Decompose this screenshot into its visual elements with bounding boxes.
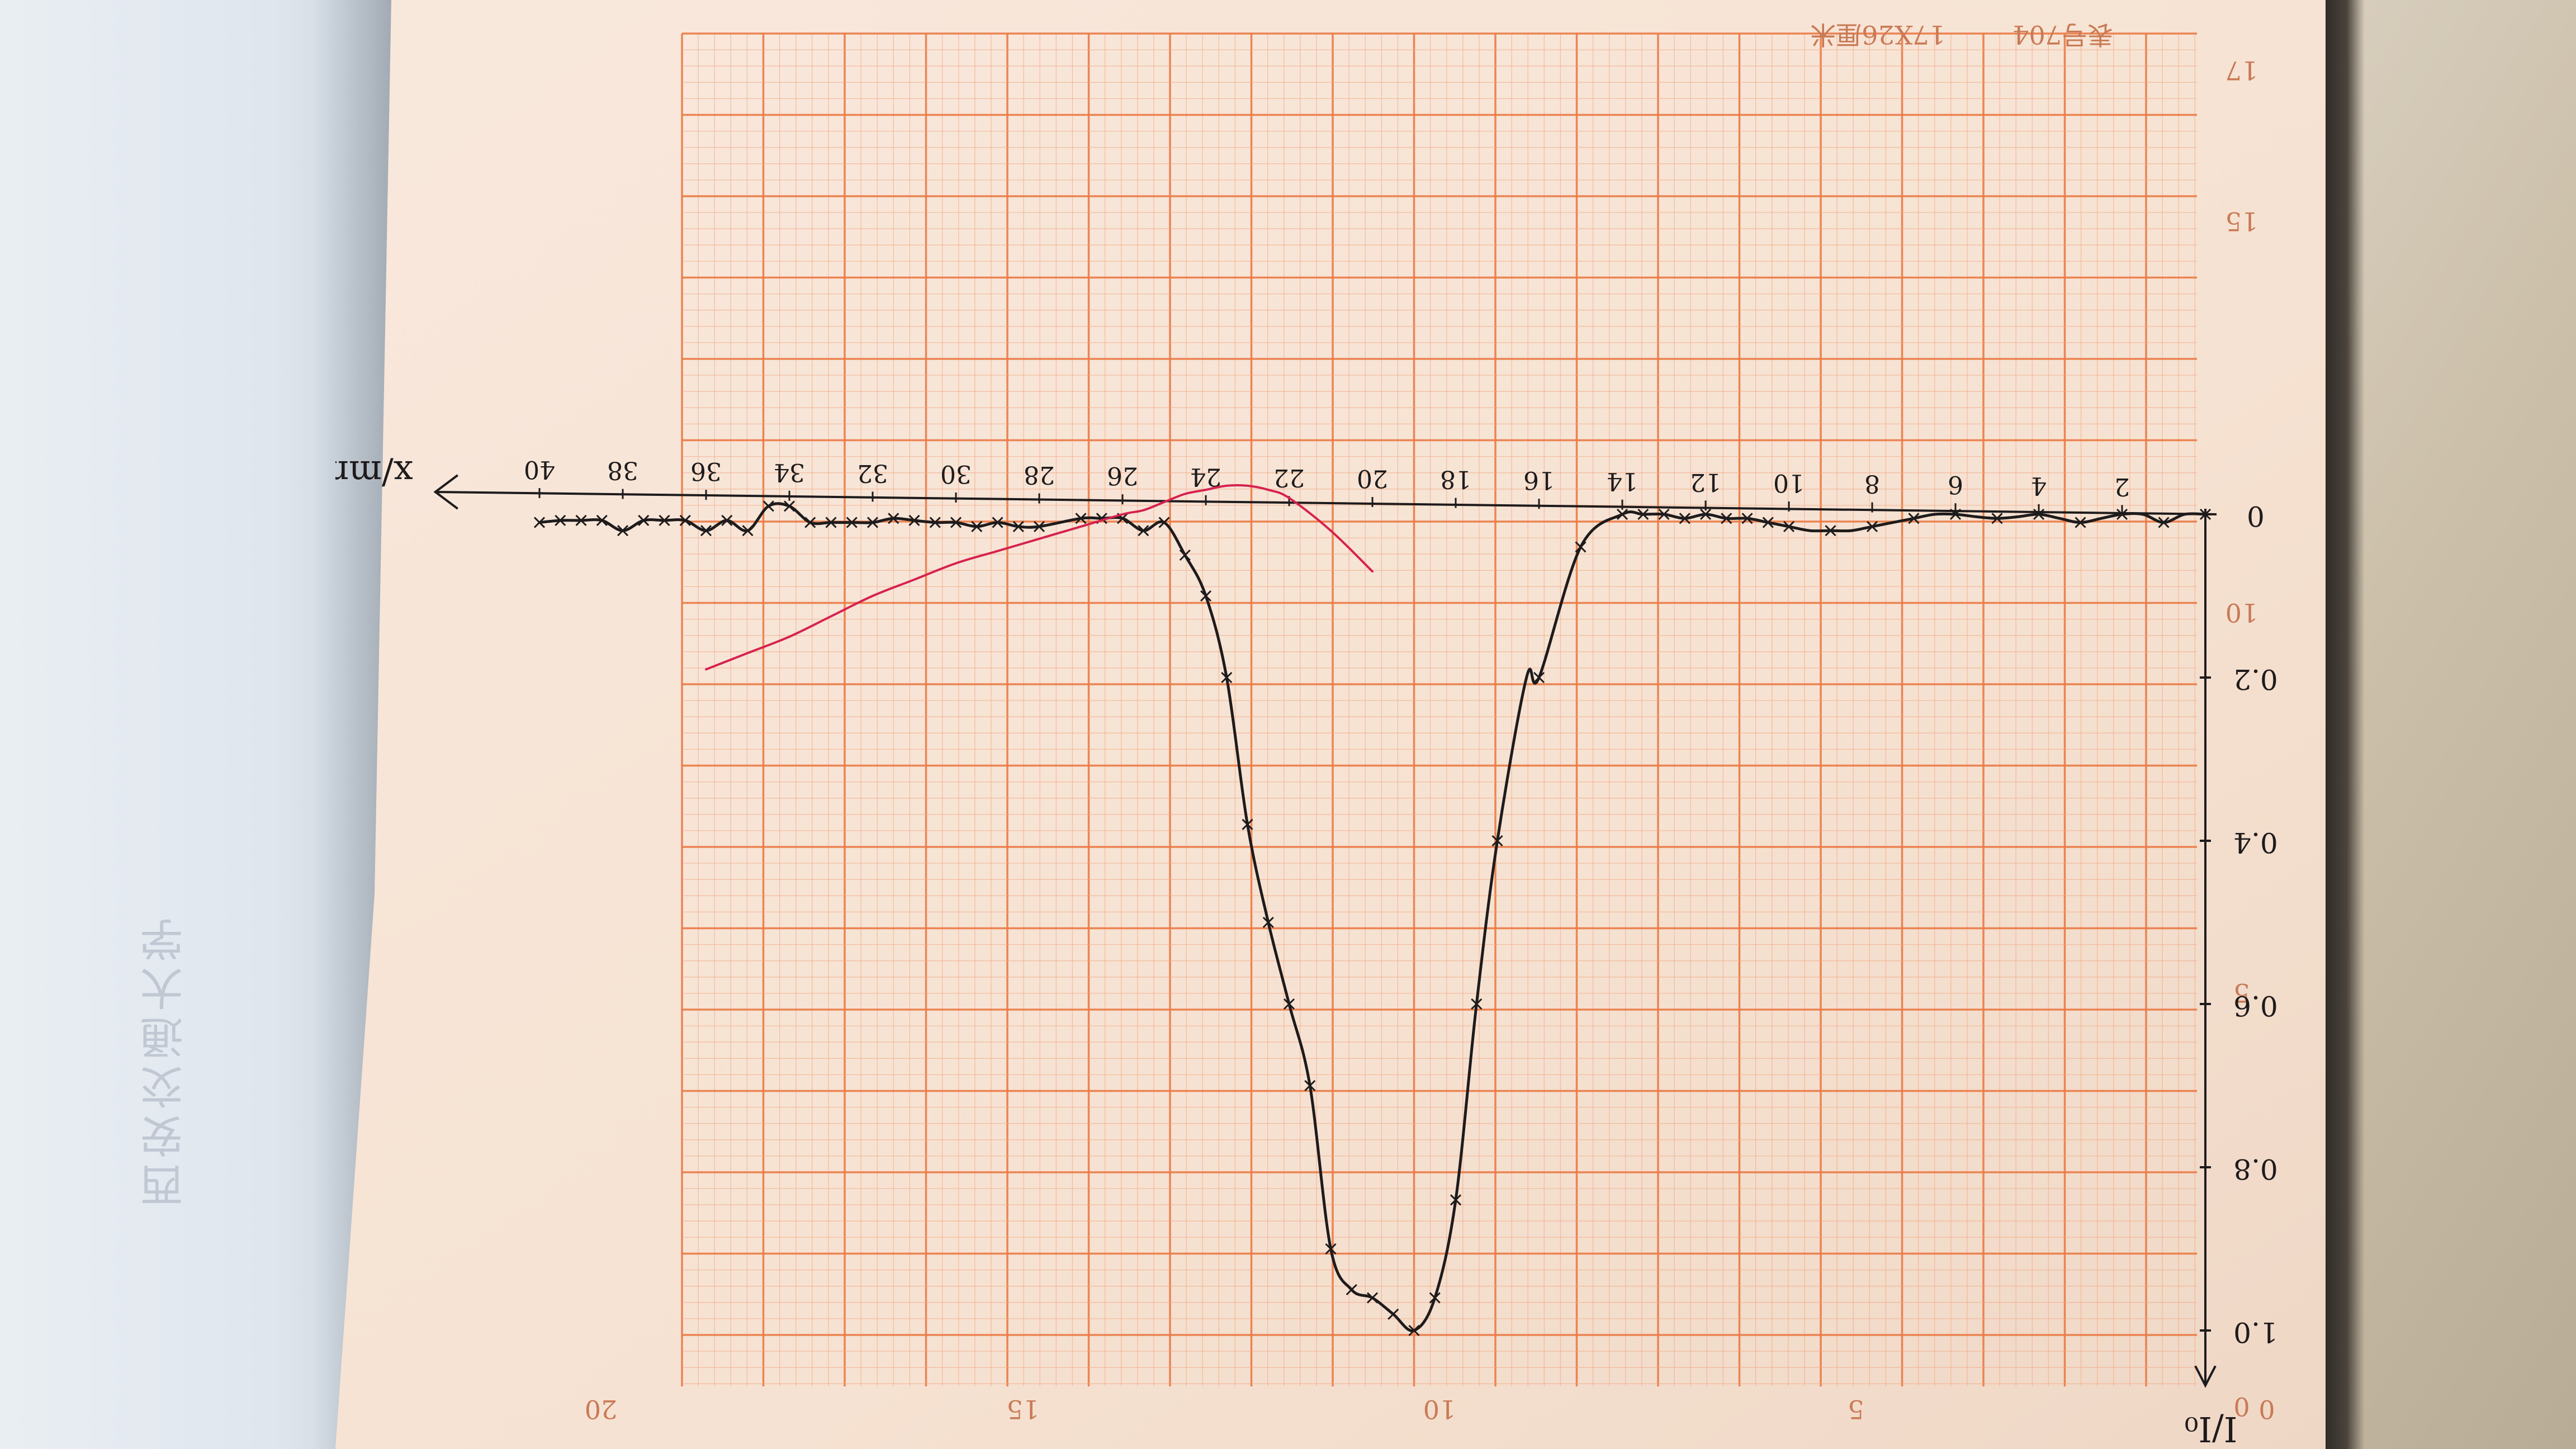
x-axis-line [435,491,2217,515]
x-tick-label: 32 [857,458,888,487]
x-tick-label: 38 [607,456,638,485]
left-notebook-page [0,0,391,1449]
x-axis-label: x/mm [335,453,413,494]
paper-edge-number: 17 [2225,55,2258,86]
paper-spec-text: 17X26厘米 [1810,20,1945,50]
paper-edge-number: 10 [1423,1394,1456,1424]
red-fit-curve [705,484,1374,671]
x-tick-label: 8 [1864,470,1880,498]
paper-shape [335,0,2326,1449]
y-axis-arrow [2194,1365,2217,1388]
x-tick-label: 36 [690,457,722,485]
paper-edge-number: 5 [2233,978,2250,1008]
x-tick-label: 24 [1190,462,1221,491]
y-tick-label: 1.0 [2233,1316,2278,1348]
intensity-curve [538,502,2207,1333]
x-tick-label: 26 [1107,461,1138,490]
data-curves [538,484,2207,1333]
paper-edge-number: 10 [2225,598,2258,628]
y-tick-label: 0.6 [2233,989,2278,1022]
x-tick-label: 20 [1357,464,1388,493]
x-tick-label: 30 [940,460,972,488]
paper-edge-number: 20 [585,1394,618,1424]
x-tick-label: 4 [2031,471,2047,500]
x-tick-label: 18 [1440,465,1471,494]
x-axis-arrow [433,474,458,510]
x-tick-label: 10 [1773,468,1805,497]
x-tick-label: 16 [1523,466,1555,494]
paper-edge-number: 0 [2233,1391,2250,1422]
handwritten-tick-labels: 24681012141618202224262830323436384000.2… [524,455,2278,1348]
x-tick-label: 22 [1273,463,1305,491]
form-code-text: 表号704 [2012,20,2113,50]
x-tick-label: 6 [1948,470,1963,499]
x-tick-label: 12 [1690,467,1721,496]
y-tick-label: 0.8 [2233,1153,2278,1185]
bleed-through-text: 西安交通大学 [140,912,191,1208]
y-tick-label: 0 [2247,500,2265,532]
y-tick-label: 0.4 [2233,826,2278,859]
x-tick-label: 2 [2114,472,2130,500]
paper-edge-number: 5 [1848,1394,1864,1424]
x-tick-label: 34 [774,458,805,486]
x-tick-label: 40 [524,455,555,484]
x-tick-label: 28 [1024,461,1055,489]
handwritten-axes: x/mm I/I₀ [335,453,2237,1449]
desk-gap-shadow [2320,0,2365,1449]
y-tick-label: 0.2 [2233,663,2278,695]
y-axis-label: I/I₀ [2185,1409,2238,1449]
paper-edge-number: 0 [2258,1394,2275,1424]
paper-edge-number: 15 [1007,1394,1040,1424]
x-tick-label: 14 [1607,467,1638,495]
paper-edge-number: 15 [2225,206,2258,236]
millimeter-grid [681,32,2197,1386]
